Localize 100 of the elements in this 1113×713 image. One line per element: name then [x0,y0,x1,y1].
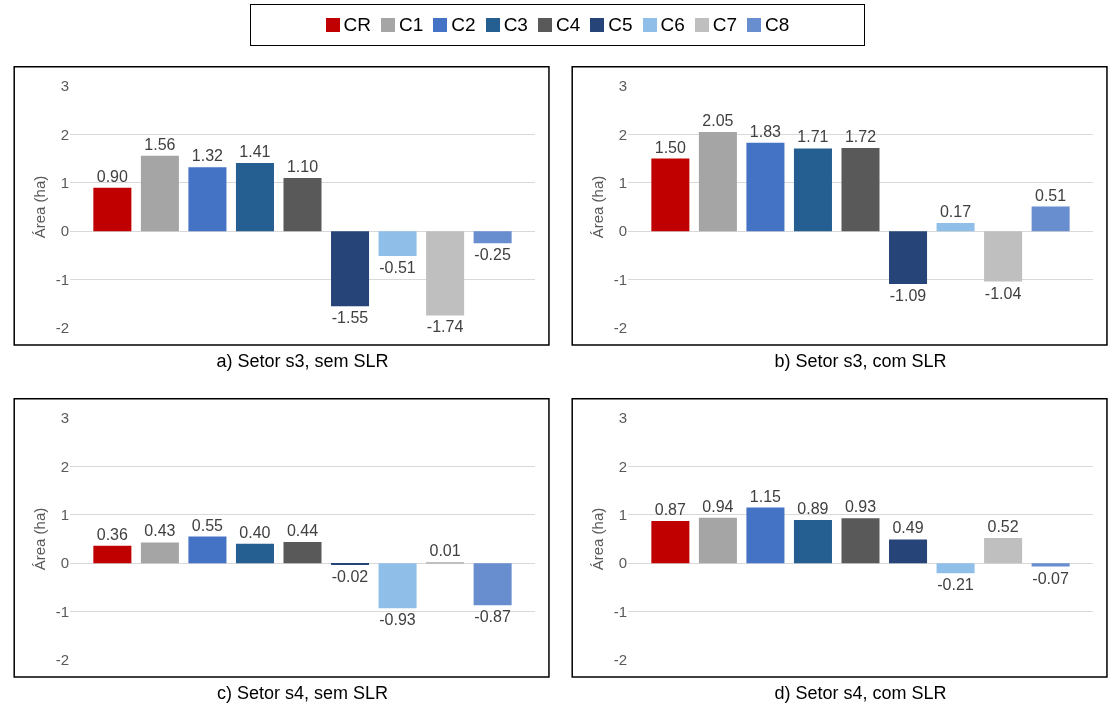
bar [793,148,832,232]
data-label: -0.51 [379,258,416,276]
bar [698,131,737,232]
bar [1031,563,1070,567]
data-label: 0.44 [286,521,319,539]
legend-label: C7 [712,14,738,36]
y-tick-label: 1 [618,174,627,192]
data-label: -1.04 [984,284,1022,302]
bar [651,521,690,564]
y-tick-label: -2 [613,319,627,337]
y-tick-label: -2 [55,651,69,669]
bar [1031,206,1070,232]
bar [140,542,179,564]
legend-label: C2 [451,14,476,36]
bar [984,538,1023,564]
data-label: -0.25 [474,246,511,264]
y-tick-label: 3 [60,77,69,95]
data-label: 0.55 [191,516,224,534]
y-tick-label: -1 [613,270,627,288]
data-label: 0.43 [144,522,176,540]
data-label: 0.94 [702,497,734,515]
data-label: -0.93 [379,611,416,629]
data-label: 1.72 [844,127,877,145]
bar [140,155,179,232]
bar [331,231,370,307]
data-label: -0.21 [937,576,974,594]
y-tick-label: -1 [55,602,69,620]
data-label: 1.32 [191,147,224,165]
y-tick-label: 3 [618,77,627,95]
bar [746,142,785,232]
x-axis-title: c) Setor s4, sem SLR [216,683,389,704]
data-label: -1.74 [426,318,464,336]
y-axis-title: Área (ha) [588,175,606,239]
bar [426,231,465,316]
legend-label: C8 [765,14,790,36]
data-label: 1.56 [144,135,176,153]
data-label: 1.15 [749,487,782,505]
data-label: 0.01 [429,542,461,559]
y-tick-label: -1 [55,270,69,288]
bar [889,231,928,284]
bar [235,543,274,564]
x-axis-title: a) Setor s3, sem SLR [216,351,389,372]
y-axis-title: Área (ha) [588,507,606,571]
data-label: 0.36 [96,525,128,543]
data-label: -1.09 [889,286,927,304]
data-label: 0.90 [96,167,128,185]
y-tick-label: 0 [618,222,627,240]
data-label: 0.87 [654,501,686,519]
bar [841,147,880,232]
legend-label: C1 [399,14,424,36]
bar [93,545,132,564]
data-label: -0.07 [1032,569,1069,587]
bar [984,231,1023,282]
bar [746,507,785,564]
bar [936,563,975,574]
data-label: 0.89 [797,500,829,518]
y-tick-label: 3 [618,409,627,427]
bar [283,177,322,232]
bar [793,520,832,564]
y-tick-label: 1 [60,174,69,192]
bar [188,167,227,232]
legend-label: CR [343,14,372,36]
data-label: 1.71 [797,128,829,146]
bar [473,563,512,606]
bar [889,539,928,564]
data-label: 0.17 [939,202,972,220]
bar [283,541,322,564]
y-tick-label: 3 [60,409,69,427]
bar [841,518,880,564]
bar [235,162,274,232]
y-tick-label: -2 [55,319,69,337]
bar [93,187,132,232]
y-tick-label: 0 [60,554,69,572]
y-tick-label: -2 [613,651,627,669]
y-tick-label: 0 [60,222,69,240]
y-tick-label: 0 [618,554,627,572]
data-label: -1.55 [331,309,369,327]
data-label: 0.40 [239,523,271,541]
bar [378,563,417,609]
legend-label: C4 [555,14,581,36]
data-label: 0.52 [987,518,1019,536]
data-label: 2.05 [702,111,734,129]
y-tick-label: 2 [618,125,627,143]
y-tick-label: 2 [60,457,69,475]
data-label: -0.87 [474,608,511,626]
y-tick-label: 2 [60,125,69,143]
bar [936,222,975,232]
data-label: 0.51 [1035,186,1067,204]
legend-label: C6 [660,14,685,36]
x-axis-title: d) Setor s4, com SLR [774,683,947,704]
legend-label: C5 [608,14,633,36]
y-tick-label: -1 [613,602,627,620]
y-tick-label: 2 [618,457,627,475]
data-label: 0.93 [844,498,877,516]
data-label: -0.02 [331,568,369,585]
y-tick-label: 1 [60,506,69,524]
data-label: 1.50 [654,138,686,156]
y-axis-title: Área (ha) [30,175,48,239]
x-axis-title: b) Setor s3, com SLR [774,351,947,372]
bar [651,158,690,232]
